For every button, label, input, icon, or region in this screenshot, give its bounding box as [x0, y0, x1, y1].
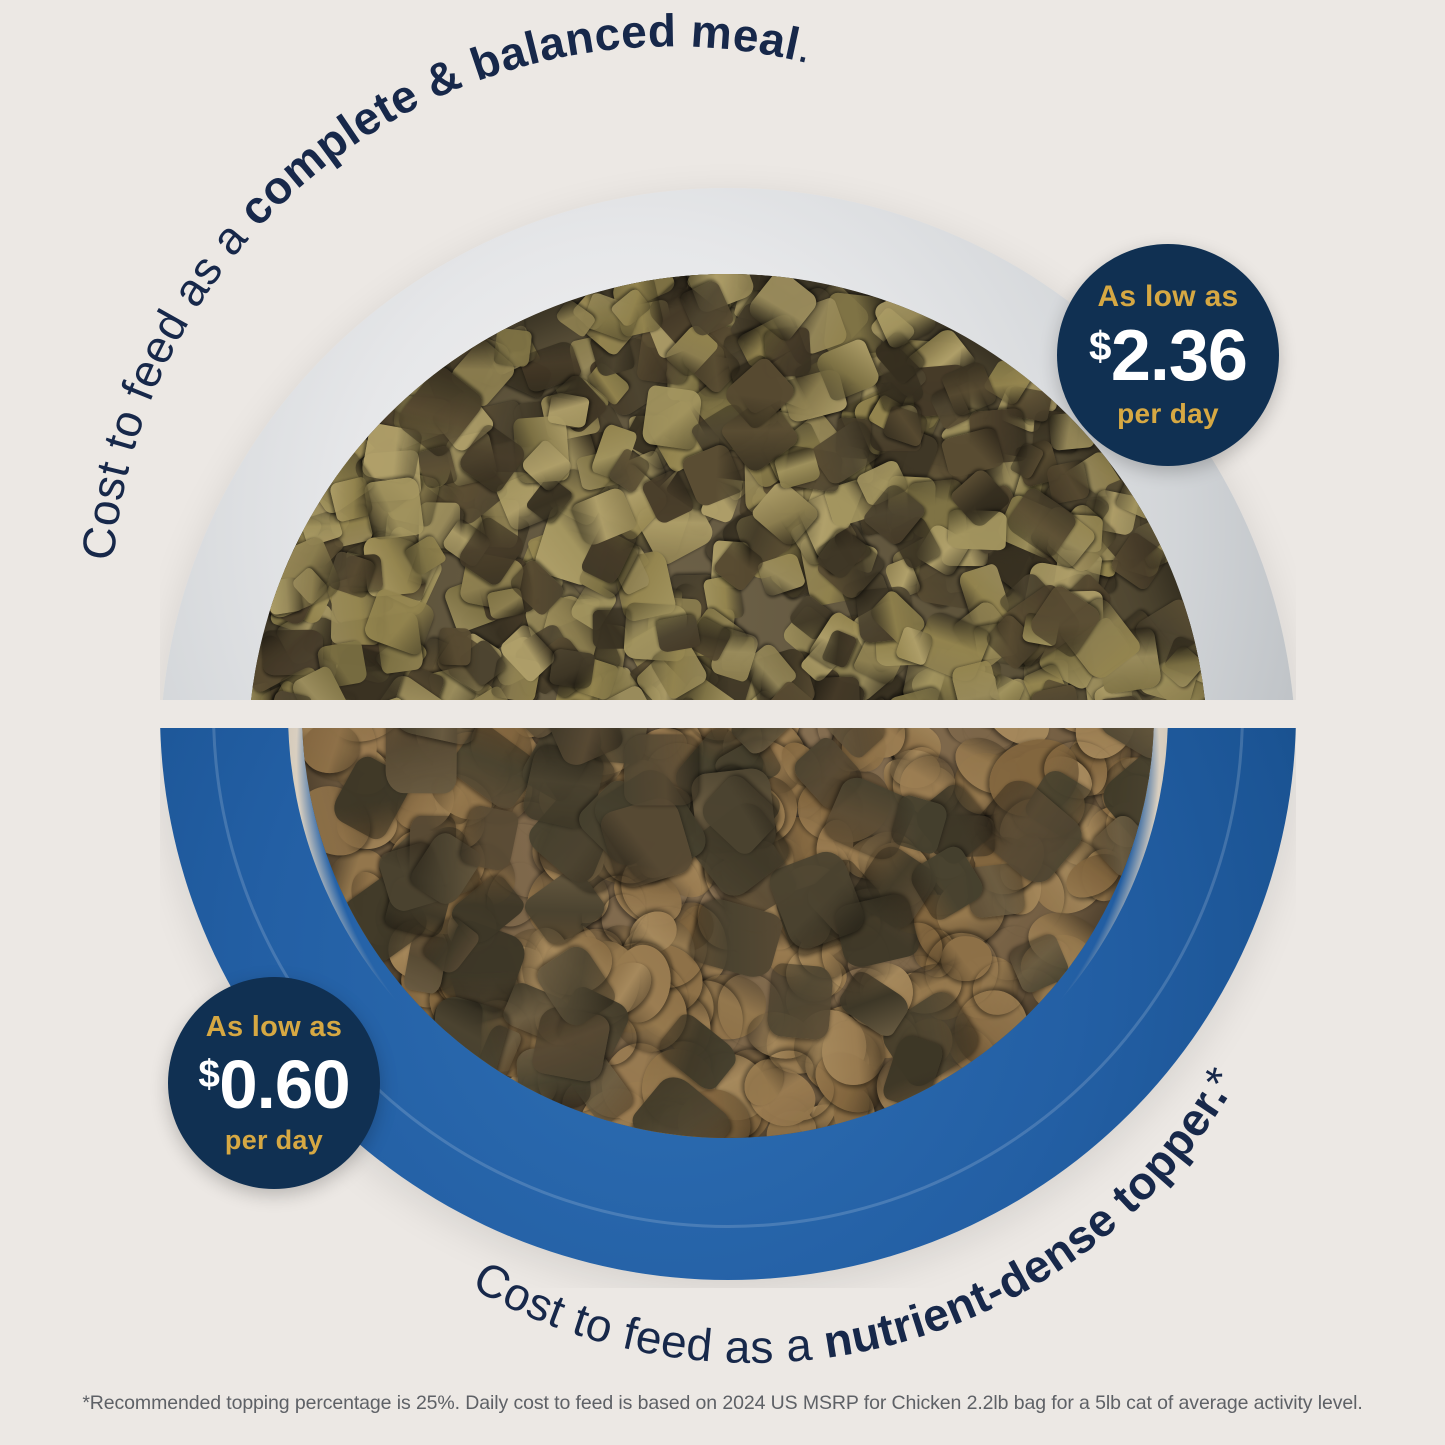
food-chip: [815, 676, 861, 700]
badge-bottom-label: per day: [1117, 398, 1219, 429]
badge-bottom-label: per day: [224, 1124, 324, 1155]
freeze-dried-topper-bit: [431, 998, 484, 1065]
food-chip: [546, 391, 590, 429]
currency-symbol: $: [198, 1052, 220, 1096]
price-badge-complete-meal: As low as $2.36 per day: [1057, 244, 1279, 466]
food-chip: [654, 613, 702, 654]
price-badge-topper: As low as $0.60 per day: [168, 977, 380, 1189]
kibble-with-topper: [302, 728, 1154, 1138]
badge-price: $0.60: [198, 1045, 350, 1123]
blue-bowl: [160, 728, 1296, 1280]
badge-price: $2.36: [1089, 316, 1248, 396]
blue-bowl-food-area: [302, 728, 1154, 1138]
food-chip: [641, 384, 703, 451]
food-chip: [363, 476, 425, 541]
food-chip: [438, 627, 473, 666]
freeze-dried-topper-bit: [624, 734, 699, 806]
food-chip: [548, 647, 596, 690]
white-bowl-food-area: [248, 274, 1208, 700]
price-amount: 2.36: [1110, 316, 1248, 396]
bottom-bowl-image: [160, 728, 1296, 1288]
badge-top-label: As low as: [1097, 280, 1239, 313]
freeze-dried-topper-bit: [765, 962, 835, 1042]
footnote-disclaimer: *Recommended topping percentage is 25%. …: [82, 1392, 1363, 1414]
food-chip: [1045, 459, 1090, 505]
price-amount: 0.60: [219, 1045, 350, 1123]
food-chip: [493, 327, 533, 367]
top-caption-period: .: [794, 20, 819, 74]
currency-symbol: $: [1089, 323, 1111, 370]
badge-top-label: As low as: [205, 1010, 343, 1043]
